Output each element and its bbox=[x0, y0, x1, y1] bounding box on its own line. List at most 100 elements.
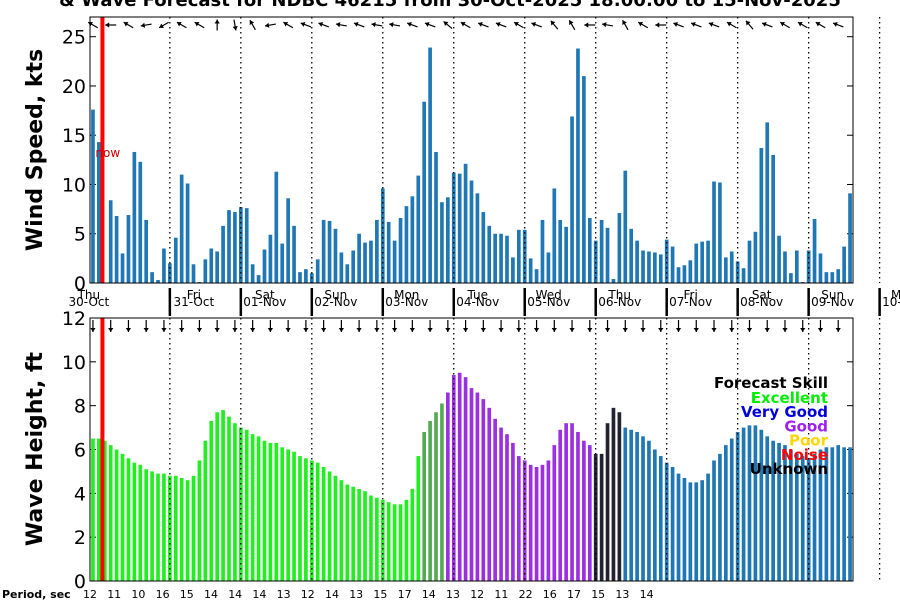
wind-y-tick-label: 5 bbox=[74, 224, 86, 246]
period-label: 13 bbox=[615, 588, 629, 600]
wind-direction-arrow bbox=[815, 21, 826, 29]
wind-speed-bar bbox=[848, 193, 852, 283]
period-axis-label: Period, sec bbox=[2, 588, 71, 600]
wind-direction-arrow-head bbox=[602, 22, 607, 28]
swell-direction-arrow bbox=[267, 320, 273, 332]
wind-speed-bar bbox=[540, 219, 545, 283]
swell-direction-arrow-head bbox=[658, 328, 664, 332]
swell-direction-arrow-head bbox=[746, 328, 753, 332]
wind-direction-arrow bbox=[690, 22, 702, 28]
wave-height-bar bbox=[789, 449, 793, 581]
swell-direction-arrow bbox=[161, 320, 167, 332]
wave-height-bar bbox=[380, 499, 385, 581]
wave-height-bar bbox=[511, 442, 515, 581]
wind-speed-bar bbox=[268, 234, 273, 283]
day-of-week-label: Thu bbox=[607, 288, 631, 302]
wave-height-bar bbox=[558, 429, 563, 581]
swell-direction-arrow bbox=[90, 320, 96, 332]
wind-speed-bar bbox=[339, 252, 344, 283]
wind-speed-bar bbox=[771, 154, 775, 283]
wind-speed-bar bbox=[357, 233, 361, 283]
wind-direction-arrow-head bbox=[249, 20, 255, 26]
swell-direction-arrow-head bbox=[250, 328, 256, 332]
swell-direction-arrow bbox=[764, 320, 770, 332]
swell-direction-arrow bbox=[232, 320, 238, 332]
wave-height-bar bbox=[706, 473, 710, 581]
swell-direction-arrow bbox=[782, 320, 788, 332]
wind-speed-bar bbox=[457, 173, 462, 283]
wind-speed-bar bbox=[747, 240, 752, 283]
wind-direction-arrow bbox=[283, 21, 294, 29]
wind-speed-bar bbox=[505, 235, 509, 283]
day-of-week-label: Thu bbox=[77, 288, 101, 302]
wind-speed-bar bbox=[97, 142, 101, 283]
legend-entry-very-good: Very Good bbox=[741, 403, 828, 421]
wind-speed-bar bbox=[274, 171, 279, 283]
wind-direction-arrow bbox=[761, 22, 773, 28]
wind-direction-arrow-head bbox=[691, 22, 696, 27]
period-label: 14 bbox=[325, 588, 339, 600]
wave-height-bar bbox=[765, 436, 770, 581]
date-label: 06-Nov bbox=[598, 295, 641, 309]
wave-height-bar bbox=[209, 421, 214, 581]
wind-speed-bar bbox=[286, 198, 290, 283]
wave-height-bar bbox=[404, 499, 409, 581]
wave-height-bar bbox=[221, 410, 225, 581]
wave-height-bar bbox=[262, 440, 267, 581]
wave-y-tick-label: 12 bbox=[62, 308, 86, 330]
period-label: 14 bbox=[640, 588, 654, 600]
wind-speed-bar bbox=[558, 219, 563, 283]
wind-direction-arrow-head bbox=[673, 22, 678, 27]
wave-height-bar bbox=[292, 451, 296, 581]
swell-direction-arrow-head bbox=[356, 328, 362, 332]
wind-direction-arrow-head bbox=[745, 20, 751, 26]
swell-direction-arrow-head bbox=[764, 328, 770, 332]
wind-direction-arrow bbox=[797, 21, 808, 29]
wind-direction-arrow-head bbox=[353, 22, 359, 27]
wind-direction-arrow bbox=[550, 20, 559, 30]
wind-direction-arrow bbox=[264, 22, 276, 28]
wave-height-bar bbox=[309, 460, 314, 581]
wave-height-bar bbox=[499, 427, 503, 581]
wave-height-bar bbox=[102, 440, 107, 581]
swell-direction-arrow bbox=[658, 320, 664, 332]
wind-speed-bar bbox=[676, 267, 681, 283]
legend-entry-noise: Noise bbox=[781, 446, 828, 464]
swell-direction-arrow bbox=[179, 320, 185, 332]
swell-direction-arrow-head bbox=[551, 328, 557, 332]
wind-direction-arrow-head bbox=[443, 21, 449, 27]
wave-height-bar bbox=[185, 480, 190, 581]
wind-speed-bar bbox=[789, 273, 793, 283]
wind-speed-bar bbox=[534, 269, 539, 283]
wind-speed-bar bbox=[783, 251, 787, 283]
swell-direction-arrow-head bbox=[427, 328, 433, 332]
wave-height-bar bbox=[806, 458, 811, 581]
wind-direction-arrow-head bbox=[833, 22, 838, 27]
wind-direction-arrow bbox=[832, 22, 844, 28]
wave-height-bar bbox=[410, 488, 415, 581]
wind-speed-bar bbox=[836, 269, 841, 283]
wind-direction-arrow bbox=[726, 21, 737, 29]
period-label: 17 bbox=[398, 588, 412, 600]
wind-direction-arrow-head bbox=[780, 21, 785, 27]
wind-speed-bar bbox=[824, 272, 829, 283]
wave-height-bar bbox=[351, 486, 356, 581]
wind-speed-bar bbox=[570, 116, 574, 284]
wave-height-bar bbox=[457, 372, 462, 581]
day-of-week-label: Sat bbox=[255, 288, 275, 302]
swell-direction-arrow-head bbox=[480, 328, 486, 332]
wind-speed-bar bbox=[516, 229, 521, 283]
wave-height-bar bbox=[321, 467, 326, 581]
wind-speed-bar bbox=[605, 227, 610, 283]
swell-direction-arrow bbox=[587, 320, 593, 332]
swell-direction-arrow-head bbox=[179, 328, 185, 332]
wave-height-bar bbox=[363, 491, 367, 581]
wave-height-bar bbox=[505, 434, 509, 581]
wind-speed-bar bbox=[670, 246, 675, 283]
wave-height-bar bbox=[274, 442, 279, 581]
wave-height-bar bbox=[546, 460, 551, 581]
swell-direction-arrow bbox=[516, 320, 522, 332]
wind-speed-bar bbox=[481, 212, 486, 283]
swell-direction-arrow-head bbox=[303, 328, 309, 332]
